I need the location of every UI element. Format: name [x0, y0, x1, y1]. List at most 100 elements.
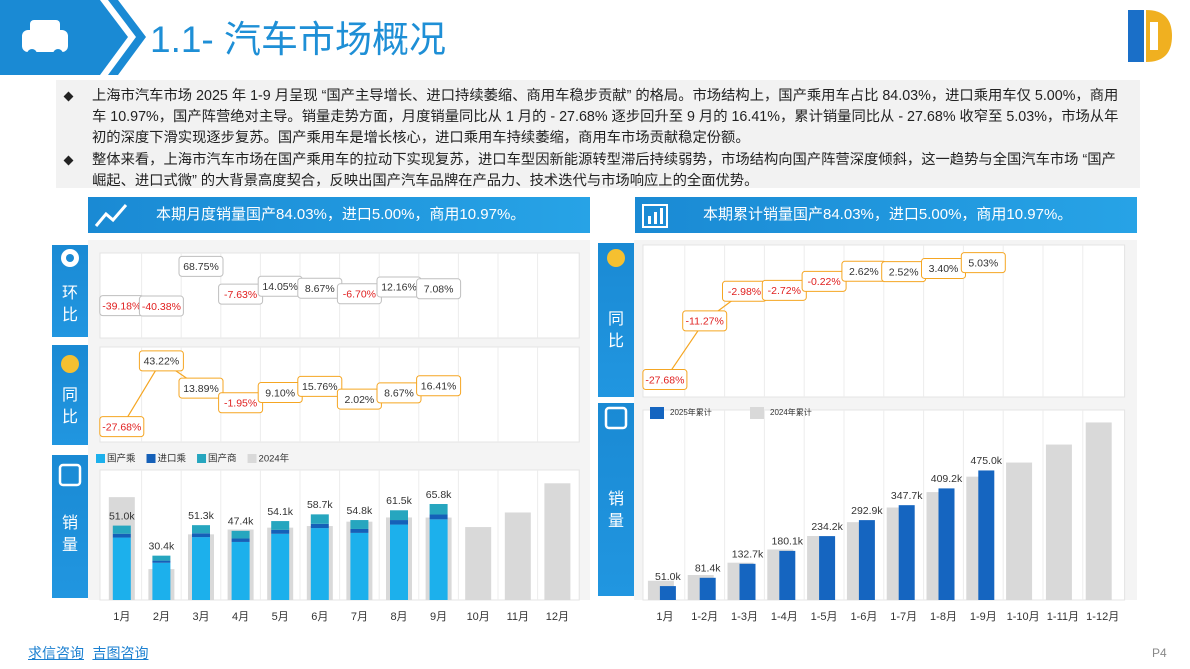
x-tick-label: 1-11月: [1047, 611, 1079, 623]
x-tick-label: 1-6月: [850, 611, 877, 623]
data-label: 234.2k: [811, 521, 843, 533]
label-box: [682, 310, 728, 332]
side-block: 同比: [52, 345, 88, 445]
bullet: 上海市汽车市场 2025 年 1-9 月呈现 “国产主导增长、进口持续萎缩、商用…: [63, 86, 1128, 149]
bar-segment: [192, 533, 210, 538]
data-label: 292.9k: [851, 505, 883, 517]
bar-segment: [429, 514, 448, 520]
label-box: [138, 295, 184, 317]
summary-box: 上海市汽车市场 2025 年 1-9 月呈现 “国产主导增长、进口持续萎缩、商用…: [56, 80, 1140, 189]
bar-previous: [504, 512, 531, 600]
banner: 本期月度销量国产84.03%，进口5.00%，商用10.97%。: [88, 197, 590, 233]
data-label: 9.10%: [265, 387, 295, 399]
x-tick-label: 12月: [546, 611, 569, 623]
bullet: 整体来看，上海市汽车市场在国产乘用车的拉动下实现复苏，进口车型因新能源转型滞后持…: [63, 150, 1128, 192]
bar: [819, 536, 836, 600]
data-label: -2.72%: [768, 285, 801, 297]
side-block: 同比: [598, 243, 634, 397]
legend-label: 进口乘: [158, 453, 187, 465]
bar-segment: [390, 510, 408, 521]
x-tick-label: 1-2月: [691, 611, 718, 623]
bar-segment: [112, 533, 131, 538]
data-label: -7.63%: [224, 289, 257, 301]
bullet-text: 上海市汽车市场 2025 年 1-9 月呈现 “国产主导增长、进口持续萎缩、商用…: [92, 88, 1119, 146]
bar-segment: [350, 532, 369, 600]
bar-segment: [310, 523, 329, 529]
footer-link[interactable]: 吉图咨询: [92, 645, 149, 661]
bar-segment: [429, 504, 448, 515]
bar-segment: [152, 562, 171, 600]
legend-swatch: [247, 454, 257, 463]
bar: [898, 505, 915, 600]
label-box: [960, 252, 1006, 274]
label-box: [642, 369, 688, 391]
data-label: 5.03%: [968, 257, 998, 269]
data-label: -11.27%: [686, 316, 724, 328]
data-label: 180.1k: [772, 536, 804, 548]
side-icon: [58, 463, 82, 487]
bar: [1006, 462, 1033, 600]
data-label: 132.7k: [732, 549, 764, 561]
x-tick-label: 5月: [272, 611, 289, 623]
label-box: [416, 278, 462, 300]
bar-segment: [429, 519, 448, 600]
total-label: 54.1k: [267, 506, 293, 518]
bar: [659, 586, 676, 600]
data-label: -27.68%: [102, 421, 141, 433]
bar-segment: [350, 520, 369, 529]
legend-label: 2025年累计: [670, 407, 712, 417]
bar-segment: [310, 514, 329, 524]
bar-segment: [231, 538, 250, 542]
x-tick-label: 8月: [390, 611, 407, 623]
label-box: [138, 350, 184, 372]
x-tick-label: 3月: [192, 611, 209, 623]
total-label: 54.8k: [347, 505, 373, 517]
x-tick-label: 1月: [113, 611, 130, 623]
bar-segment: [271, 521, 290, 530]
data-label: 81.4k: [695, 563, 721, 575]
banner: 本期累计销量国产84.03%，进口5.00%，商用10.97%。: [635, 197, 1137, 233]
total-label: 58.7k: [307, 499, 333, 511]
total-label: 65.8k: [426, 489, 452, 501]
x-tick-label: 1-8月: [930, 611, 957, 623]
bar-previous: [465, 527, 492, 600]
data-label: -1.95%: [224, 398, 257, 410]
x-tick-label: 6月: [311, 611, 328, 623]
data-label: 13.89%: [183, 383, 219, 395]
car-icon: [22, 20, 68, 59]
data-label: -6.70%: [343, 289, 376, 301]
bar-segment: [390, 524, 408, 600]
data-label: 16.41%: [421, 381, 457, 393]
data-label: 8.67%: [305, 283, 335, 295]
legend-swatch: [750, 407, 764, 419]
bar-segment: [112, 525, 131, 534]
bar-segment: [112, 537, 131, 600]
header-chevron: [108, 0, 146, 75]
bar: [858, 520, 875, 600]
bar: [1085, 422, 1112, 600]
side-icon: [66, 254, 74, 262]
legend-label: 国产商: [208, 453, 237, 465]
data-label: 7.08%: [424, 284, 454, 296]
data-label: 14.05%: [262, 281, 298, 293]
bar-segment: [390, 520, 408, 525]
data-label: 347.7k: [891, 490, 923, 502]
bar-segment: [231, 541, 250, 600]
bar-segment: [231, 530, 250, 539]
x-tick-label: 9月: [430, 611, 447, 623]
x-tick-label: 1-9月: [970, 611, 997, 623]
legend-label: 2024年: [259, 453, 290, 465]
side-label: 环比: [62, 285, 79, 324]
legend-label: 国产乘: [107, 453, 136, 465]
total-label: 47.4k: [228, 516, 254, 528]
footer-link[interactable]: 求信咨询: [28, 645, 84, 661]
data-label: 475.0k: [971, 455, 1003, 467]
data-label: -40.38%: [142, 301, 181, 313]
data-label: 68.75%: [183, 261, 219, 273]
data-label: 51.0k: [655, 571, 681, 583]
side-label: 同比: [608, 311, 625, 350]
bar-segment: [152, 555, 171, 561]
label-box: [178, 255, 224, 277]
side-icon: [607, 249, 625, 267]
